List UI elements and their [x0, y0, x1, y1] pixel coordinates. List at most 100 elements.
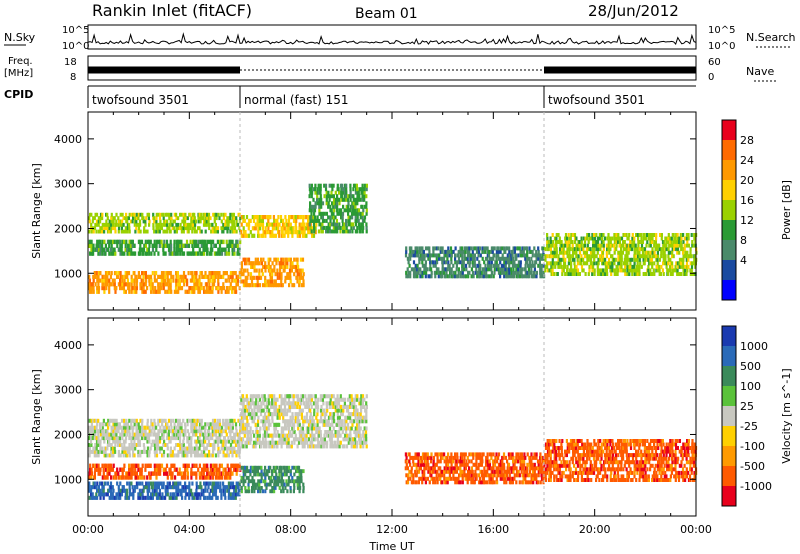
heatmap-cell [641, 250, 645, 255]
heatmap-cell [144, 495, 147, 500]
heatmap-cell [327, 394, 330, 399]
heatmap-cell [502, 263, 505, 268]
heatmap-cell [258, 440, 261, 445]
heatmap-cell [209, 289, 212, 294]
heatmap-cell [285, 218, 288, 223]
heatmap-cell [435, 270, 438, 275]
heatmap-cell [89, 463, 92, 468]
heatmap-cell [347, 426, 350, 431]
heatmap-cell [429, 274, 432, 279]
heatmap-cell [139, 212, 142, 217]
heatmap-cell [193, 286, 196, 291]
heatmap-cell [452, 270, 455, 275]
heatmap-cell [193, 219, 196, 224]
heatmap-cell [88, 449, 91, 454]
heatmap-cell [164, 229, 167, 234]
heatmap-cell [175, 271, 178, 276]
heatmap-cell [140, 278, 143, 283]
heatmap-cell [95, 212, 99, 217]
heatmap-cell [463, 267, 466, 272]
heatmap-cell [558, 240, 561, 244]
heatmap-cell [687, 264, 690, 269]
heatmap-cell [576, 272, 580, 276]
heatmap-cell [271, 233, 274, 238]
heatmap-cell [568, 257, 571, 262]
heatmap-cell [638, 268, 641, 273]
beam-title: Beam 01 [355, 6, 418, 22]
heatmap-cell [131, 467, 134, 472]
heatmap-cell [609, 247, 612, 252]
heatmap-cell [220, 212, 223, 217]
heatmap-cell [256, 215, 259, 220]
heatmap-cell [146, 212, 149, 217]
heatmap-cell [300, 437, 303, 442]
heatmap-cell [286, 261, 289, 266]
heatmap-cell [195, 439, 198, 444]
heatmap-cell [284, 275, 287, 280]
heatmap-cell [300, 215, 303, 220]
heatmap-cell [365, 437, 368, 442]
heatmap-cell [321, 437, 325, 442]
heatmap-cell [613, 250, 616, 255]
heatmap-cell [191, 271, 194, 276]
heatmap-cell [600, 236, 604, 241]
heatmap-cell [200, 286, 203, 291]
heatmap-cell [348, 437, 351, 442]
heatmap-cell [264, 433, 267, 438]
heatmap-cell [235, 229, 238, 234]
colorbar-swatch [722, 280, 736, 301]
heatmap-cell [95, 463, 98, 468]
heatmap-cell [244, 489, 247, 494]
heatmap-cell [96, 289, 99, 294]
heatmap-cell [313, 412, 316, 417]
heatmap-cell [609, 236, 612, 241]
heatmap-cell [133, 439, 136, 444]
heatmap-cell [155, 432, 159, 437]
heatmap-cell [220, 429, 223, 434]
heatmap-cell [128, 471, 131, 476]
heatmap-cell [325, 412, 328, 417]
heatmap-cell [148, 425, 151, 430]
heatmap-cell [546, 240, 549, 244]
heatmap-cell [101, 243, 104, 248]
heatmap-cell [137, 429, 140, 434]
heatmap-cell [345, 187, 348, 192]
heatmap-cell [301, 226, 304, 231]
heatmap-cell [155, 216, 158, 221]
heatmap-cell [263, 430, 267, 435]
heatmap-cell [309, 397, 312, 402]
heatmap-cell [421, 274, 424, 279]
heatmap-cell [137, 432, 140, 437]
heatmap-cell [286, 275, 289, 280]
heatmap-cell [189, 446, 193, 451]
heatmap-cell [198, 282, 201, 287]
heatmap-cell [103, 439, 106, 444]
heatmap-cell [665, 264, 668, 269]
heatmap-cell [515, 274, 519, 279]
heatmap-cell [207, 222, 210, 227]
heatmap-cell [311, 422, 314, 427]
heatmap-cell [629, 240, 632, 244]
heatmap-cell [173, 243, 176, 248]
heatmap-cell [208, 282, 211, 287]
heatmap-cell [349, 412, 352, 417]
heatmap-cell [112, 463, 115, 468]
heatmap-cell [296, 233, 299, 238]
heatmap-cell [180, 449, 184, 454]
heatmap-cell [97, 222, 100, 227]
heatmap-cell [191, 463, 194, 468]
heatmap-cell [175, 485, 178, 490]
heatmap-cell [274, 218, 277, 223]
heatmap-cell [667, 272, 670, 276]
heatmap-cell [562, 264, 565, 269]
heatmap-cell [454, 274, 457, 279]
heatmap-cell [268, 230, 271, 235]
heatmap-cell [253, 401, 256, 406]
heatmap-cell [432, 260, 435, 265]
heatmap-cell [163, 239, 166, 245]
heatmap-cell [133, 488, 136, 493]
heatmap-cell [272, 444, 276, 449]
heatmap-cell [495, 256, 498, 261]
heatmap-cell [490, 249, 493, 254]
heatmap-cell [461, 263, 464, 268]
